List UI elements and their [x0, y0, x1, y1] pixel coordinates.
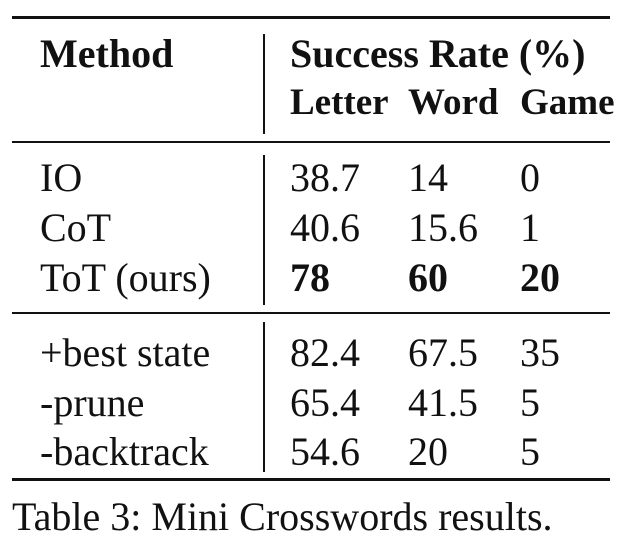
cell: 5 — [520, 429, 540, 474]
cell: 78 — [290, 255, 330, 300]
column-header: Letter — [290, 82, 389, 123]
row-label: -backtrack — [40, 429, 209, 474]
cell: 54.6 — [290, 429, 360, 474]
top-rule — [12, 16, 610, 19]
cell: 60 — [408, 255, 448, 300]
row-label: ToT (ours) — [40, 255, 211, 300]
cell: 0 — [520, 155, 540, 200]
column-rule — [263, 322, 265, 472]
cell: 65.4 — [290, 380, 360, 425]
row-label: IO — [40, 155, 83, 200]
cell: 20 — [408, 429, 448, 474]
row-label: CoT — [40, 205, 112, 250]
mid-rule — [12, 312, 610, 314]
cell: 1 — [520, 205, 540, 250]
cell: 38.7 — [290, 155, 360, 200]
mid-rule — [12, 141, 610, 143]
column-header: Game — [520, 82, 615, 123]
cell: 35 — [520, 330, 560, 375]
bottom-rule — [12, 478, 610, 481]
caption: Table 3: Mini Crosswords results. — [12, 494, 553, 539]
column-header: Word — [408, 82, 499, 123]
cell: 15.6 — [408, 205, 478, 250]
column-rule — [263, 155, 265, 305]
cell: 41.5 — [408, 380, 478, 425]
cell: 82.4 — [290, 330, 360, 375]
header-group: Success Rate (%) — [290, 31, 586, 76]
cell: 5 — [520, 380, 540, 425]
row-label: +best state — [40, 330, 211, 375]
cell: 14 — [408, 155, 448, 200]
row-label: -prune — [40, 380, 145, 425]
column-rule — [263, 34, 265, 134]
cell: 67.5 — [408, 330, 478, 375]
header-method: Method — [40, 31, 174, 76]
cell: 20 — [520, 255, 560, 300]
cell: 40.6 — [290, 205, 360, 250]
